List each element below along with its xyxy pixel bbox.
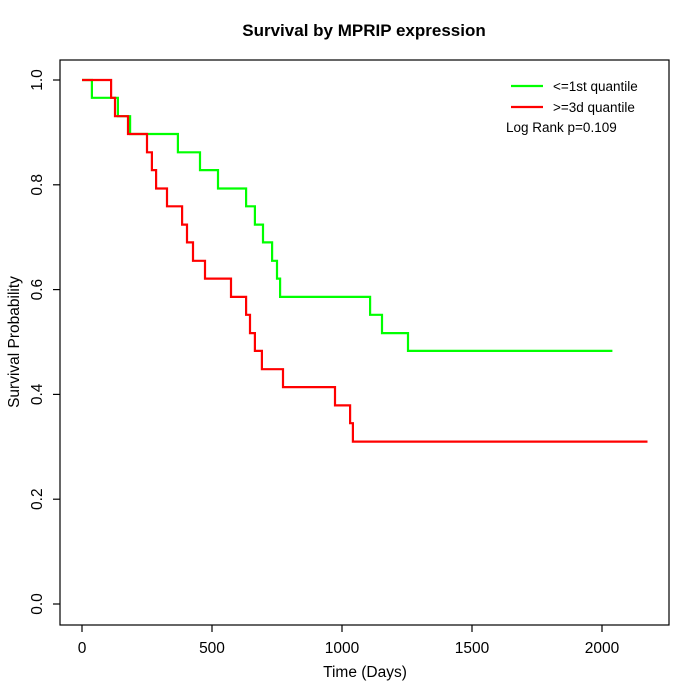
- x-tick-label: 1000: [325, 640, 360, 657]
- legend: <=1st quantile >=3d quantile Log Rank p=…: [506, 79, 638, 135]
- x-axis-label: Time (Days): [323, 664, 407, 681]
- y-tick-label: 0.2: [29, 488, 46, 510]
- x-tick-label: 0: [78, 640, 87, 657]
- plot-box: [59, 59, 670, 626]
- y-axis-label: Survival Probability: [6, 276, 23, 408]
- x-axis-ticks: 0 500 1000 1500 2000: [78, 625, 620, 657]
- legend-label-first-quantile: <=1st quantile: [553, 79, 638, 94]
- survival-curve-low-expression: [82, 78, 613, 352]
- y-tick-label: 0.6: [29, 279, 46, 301]
- chart-title: Survival by MPRIP expression: [242, 21, 485, 40]
- survival-curves: [82, 78, 648, 443]
- y-axis-ticks: 0.0 0.2 0.4 0.6 0.8 1.0: [29, 69, 60, 615]
- x-tick-label: 2000: [585, 640, 620, 657]
- survival-curve-high-expression: [82, 78, 648, 443]
- y-tick-label: 0.4: [29, 383, 46, 405]
- y-tick-label: 0.0: [29, 593, 46, 615]
- x-tick-label: 500: [199, 640, 225, 657]
- y-tick-label: 0.8: [29, 174, 46, 196]
- x-tick-label: 1500: [455, 640, 490, 657]
- log-rank-annotation: Log Rank p=0.109: [506, 120, 617, 135]
- legend-label-third-quantile: >=3d quantile: [553, 100, 635, 115]
- y-tick-label: 1.0: [29, 69, 46, 91]
